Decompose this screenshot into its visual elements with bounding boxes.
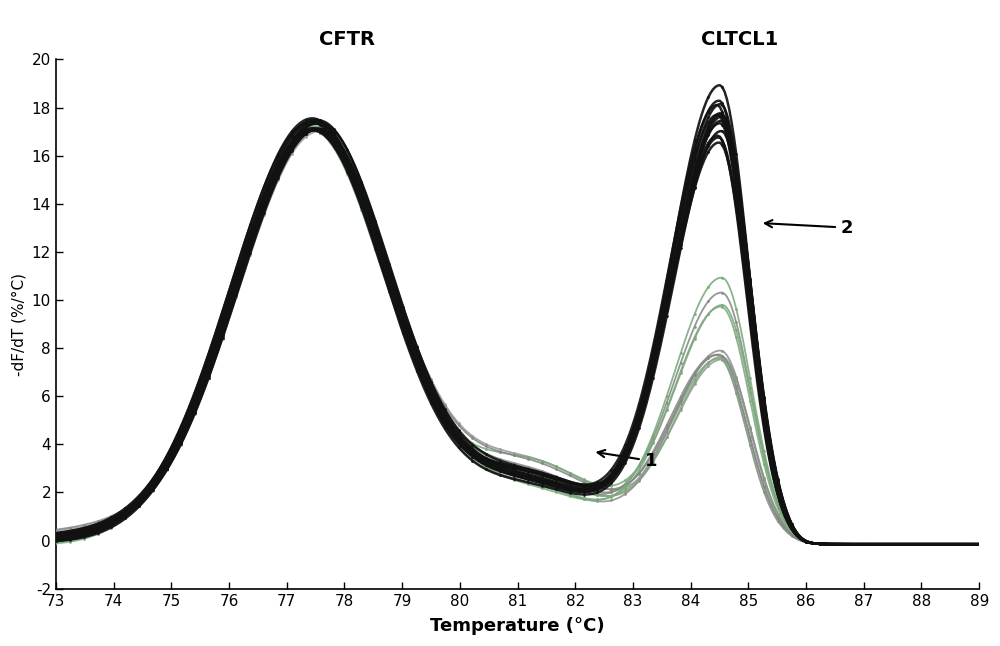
Text: 2: 2: [765, 218, 853, 236]
Text: 1: 1: [598, 450, 657, 470]
Text: CFTR: CFTR: [319, 30, 375, 49]
Text: CLTCL1: CLTCL1: [701, 30, 778, 49]
X-axis label: Temperature (°C): Temperature (°C): [430, 617, 605, 635]
Y-axis label: -dF/dT (%/°C): -dF/dT (%/°C): [11, 273, 26, 375]
